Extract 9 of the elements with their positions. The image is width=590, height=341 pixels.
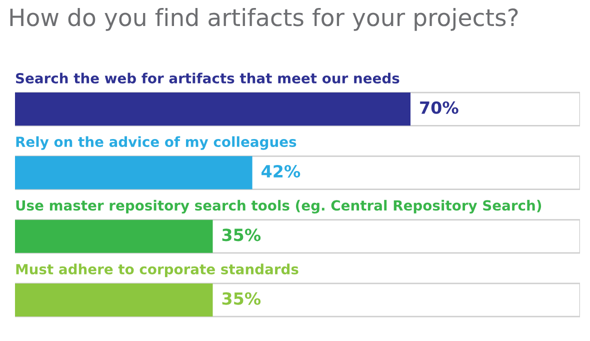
data-label: 70% bbox=[420, 101, 458, 114]
y-tick-label: Must adhere to corporate standards bbox=[16, 264, 298, 278]
y-tick-label: Search the web for artifacts that meet our needs bbox=[16, 72, 400, 84]
y-tick-label: Rely on the advice of my colleagues bbox=[16, 136, 296, 150]
data-label: 35% bbox=[222, 228, 261, 242]
y-tick-label: Use master repository search tools (eg. Central Repository Search) bbox=[16, 200, 542, 214]
data-label: 35% bbox=[222, 292, 261, 305]
data-label: 42% bbox=[262, 164, 300, 178]
chart-title: How do you find artifacts for your projects? bbox=[10, 8, 518, 31]
